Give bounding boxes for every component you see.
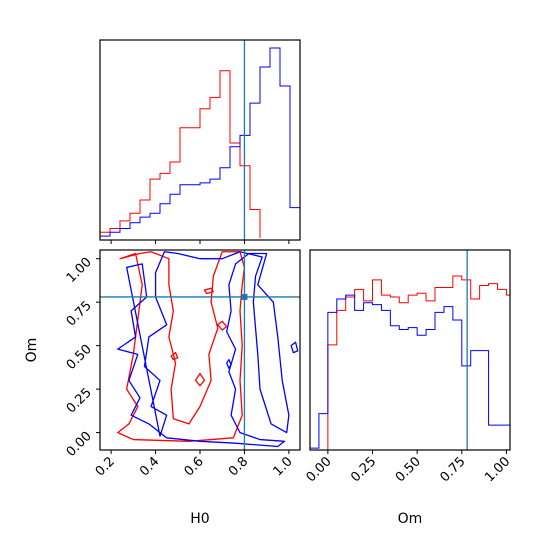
om-histogram-lines [310,275,510,450]
om-x-tick-label: 0.00 [304,454,335,485]
contour-blue-5 [117,251,290,448]
om-x-axis-label: Om [398,511,423,527]
om-histogram-blue-series [310,294,510,450]
om-histogram-frame [309,249,511,451]
h0-histogram-panel [99,39,301,244]
om-y-tick-label: 1.00 [64,255,95,286]
om-y-tick-label: 0.75 [64,298,95,329]
h0-x-tick-label: 0.6 [182,454,207,479]
h0-x-tick-label: 1.0 [270,454,295,479]
contour-blue-6 [290,341,299,354]
contour-red-0 [117,251,246,442]
h0-histogram-frame [99,39,301,241]
h0-histogram-red-series [99,70,261,238]
om-y-tick-label: 0.50 [64,342,95,373]
om-x-tick-label: 0.75 [438,454,469,485]
contour-lines [117,251,299,448]
om-y-tick-label: 0.00 [64,429,95,460]
om-histogram-panel: 0.00 0.25 0.50 0.75 1.00 Om [304,249,513,527]
contour-red-4 [170,351,179,361]
om-x-tick-label: 0.25 [348,454,379,485]
contour-blue-7 [226,358,232,369]
contour-red-2 [217,320,228,331]
h0-om-contour-panel: 0.2 0.4 0.6 0.8 1.0 0.00 0.25 0.50 0.75 1.00 H0 Om [24,249,301,527]
om-y-tick-label: 0.25 [64,385,95,416]
om-y-axis-label: Om [24,338,40,363]
om-x-tick-label: 1.00 [482,454,513,485]
h0-x-tick-label: 0.8 [226,454,251,479]
h0-x-tick-label: 0.4 [137,454,162,479]
contour-red-1 [194,372,206,387]
om-x-tick-label: 0.50 [393,454,424,485]
contour-truth-marker [241,293,248,300]
h0-x-tick-label: 0.2 [93,454,118,479]
h0-x-axis-label: H0 [190,511,209,527]
h0-histogram-blue-series [99,47,301,238]
contour-red-3 [203,287,214,295]
om-histogram-red-series [327,275,510,450]
